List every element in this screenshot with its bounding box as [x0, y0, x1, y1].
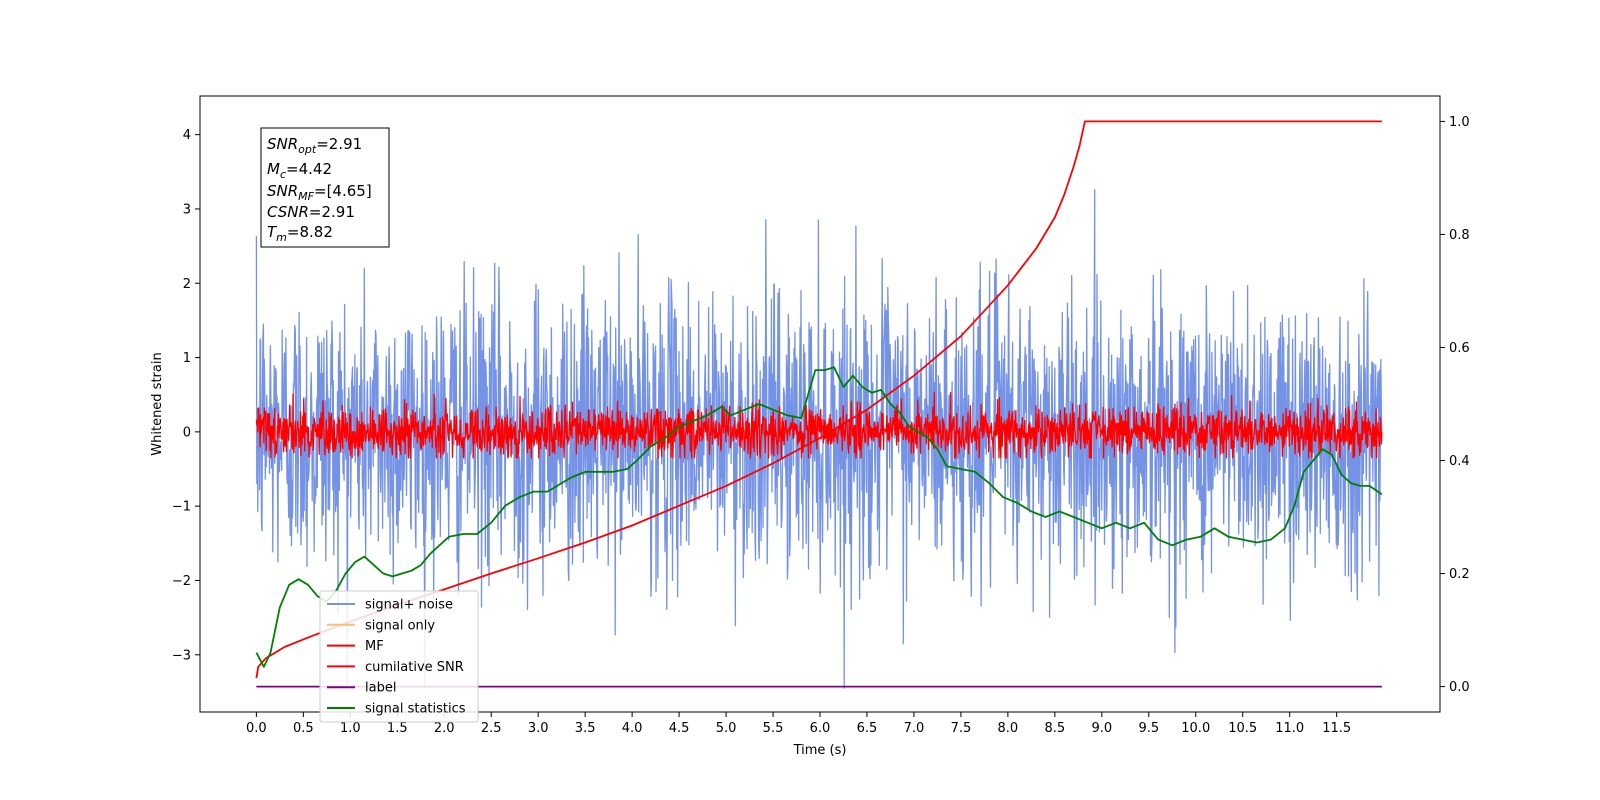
tm-value: =8.82	[287, 223, 333, 241]
x-tick-label: 2.5	[481, 721, 502, 736]
mc-value: =4.42	[286, 160, 332, 178]
csnr-value: =2.91	[309, 203, 355, 221]
svg-text:Mc=4.42: Mc=4.42	[267, 160, 332, 181]
series-signal-noise	[255, 189, 1383, 689]
y-right-tick-label: 0.0	[1449, 680, 1470, 695]
legend-label-signal-only: signal only	[365, 618, 435, 633]
y-left-tick-label: 3	[183, 202, 191, 217]
y-right-tick-label: 0.6	[1449, 341, 1470, 356]
snr-mf-value: =[4.65]	[314, 182, 372, 200]
y-right-tick-label: 0.2	[1449, 567, 1470, 582]
legend-label-label: label	[365, 681, 396, 696]
x-tick-label: 8.5	[1045, 721, 1066, 736]
x-tick-label: 2.0	[434, 721, 455, 736]
x-tick-label: 10.0	[1181, 721, 1210, 736]
snr-opt-value: =2.91	[316, 135, 362, 153]
series-signal-statistics	[255, 366, 1383, 668]
y-left-tick-label: 2	[183, 277, 191, 292]
x-tick-label: 1.5	[387, 721, 408, 736]
x-tick-label: 6.0	[810, 721, 831, 736]
stats-annotation: SNRopt=2.91 Mc=4.42 SNRMF=[4.65] CSNR=2.…	[260, 127, 390, 248]
y-left-tick-label: −2	[172, 574, 191, 589]
x-tick-label: 5.5	[763, 721, 784, 736]
x-tick-label: 0.0	[246, 721, 267, 736]
y-left-tick-label: 4	[183, 128, 191, 143]
x-tick-label: 1.0	[340, 721, 361, 736]
legend-label-mf: MF	[365, 639, 384, 654]
svg-text:Tm=8.82: Tm=8.82	[267, 223, 333, 244]
svg-text:SNRopt=2.91: SNRopt=2.91	[267, 135, 362, 156]
series-mf	[255, 391, 1383, 459]
svg-text:SNRMF=[4.65]: SNRMF=[4.65]	[267, 182, 372, 203]
legend: signal+ noise signal only MF cumilative SNR…	[319, 590, 479, 723]
x-axis-ticks: 0.0 0.5 1.0 1.5 2.0 2.5 3.0 3.5 4.0 4.5 5.0 5.5 6.0 6…	[246, 712, 1351, 736]
x-tick-label: 3.0	[528, 721, 549, 736]
y-left-tick-label: 0	[183, 425, 191, 440]
y-right-tick-label: 0.8	[1449, 228, 1470, 243]
x-tick-label: 10.5	[1228, 721, 1257, 736]
x-tick-label: 6.5	[857, 721, 878, 736]
left-y-axis-ticks: −3 −2 −1 0 1 2 3 4	[172, 128, 200, 663]
x-tick-label: 11.5	[1322, 721, 1351, 736]
x-tick-label: 7.5	[951, 721, 972, 736]
y-right-tick-label: 1.0	[1449, 115, 1470, 130]
y-left-tick-label: −1	[172, 500, 191, 515]
x-tick-label: 11.0	[1275, 721, 1304, 736]
legend-label-signal-noise: signal+ noise	[365, 598, 453, 613]
x-tick-label: 8.0	[998, 721, 1019, 736]
y-axis-label: Whitened strain	[150, 352, 165, 455]
x-tick-label: 5.0	[716, 721, 737, 736]
y-left-tick-label: −3	[172, 648, 191, 663]
x-axis-label: Time (s)	[793, 743, 847, 758]
x-tick-label: 4.5	[669, 721, 690, 736]
right-y-axis-ticks: 0.0 0.2 0.4 0.6 0.8 1.0	[1440, 115, 1470, 695]
x-tick-label: 0.5	[293, 721, 314, 736]
x-tick-label: 7.0	[904, 721, 925, 736]
y-right-tick-label: 0.4	[1449, 454, 1470, 469]
legend-label-signal-statistics: signal statistics	[365, 702, 466, 717]
legend-label-cumilative-snr: cumilative SNR	[365, 660, 464, 675]
x-tick-label: 9.0	[1091, 721, 1112, 736]
y-left-tick-label: 1	[183, 351, 191, 366]
svg-text:CSNR=2.91: CSNR=2.91	[267, 203, 355, 221]
x-tick-label: 9.5	[1138, 721, 1159, 736]
x-tick-label: 4.0	[622, 721, 643, 736]
x-tick-label: 3.5	[575, 721, 596, 736]
